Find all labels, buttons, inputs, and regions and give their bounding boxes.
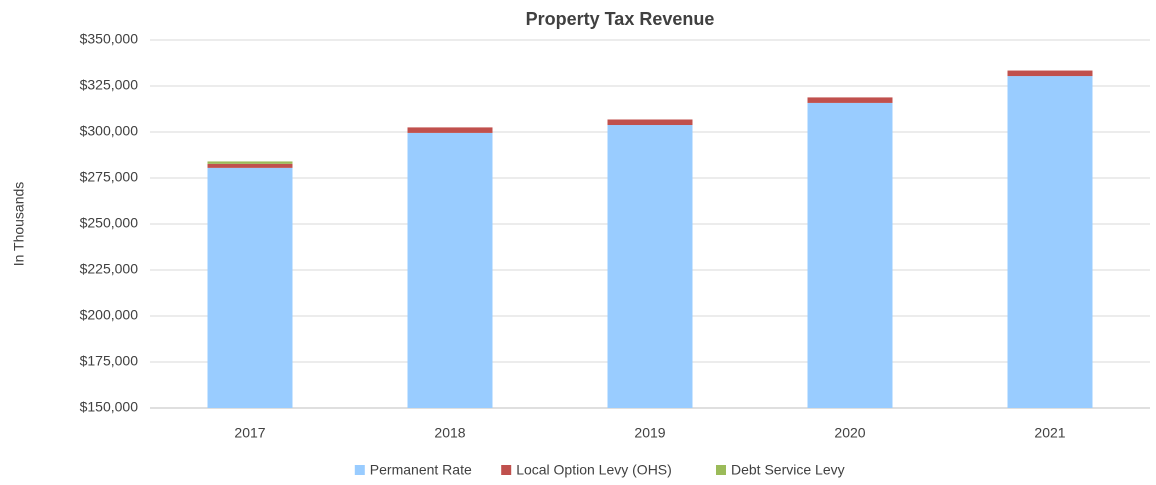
y-tick-label: $225,000 <box>80 261 139 277</box>
legend-label: Permanent Rate <box>370 462 472 478</box>
x-tick-label: 2019 <box>634 425 665 441</box>
bar-segment <box>207 167 293 408</box>
y-tick-label: $300,000 <box>80 123 139 139</box>
bar-segment <box>207 163 293 168</box>
y-tick-label: $350,000 <box>80 31 139 47</box>
bar-segment <box>807 102 893 408</box>
y-tick-label: $175,000 <box>80 353 139 369</box>
x-tick-label: 2020 <box>834 425 865 441</box>
legend-swatch <box>501 465 512 475</box>
bar-segment <box>207 161 293 164</box>
legend-swatch <box>354 465 365 475</box>
bar-segment <box>407 132 493 409</box>
x-tick-label: 2018 <box>434 425 465 441</box>
x-tick-label: 2017 <box>234 425 265 441</box>
bar-segment <box>1007 76 1093 409</box>
y-tick-label: $200,000 <box>80 307 139 323</box>
legend-label: Debt Service Levy <box>731 462 845 478</box>
legend-swatch <box>716 465 726 475</box>
y-axis-label: In Thousands <box>11 182 27 267</box>
y-tick-label: $325,000 <box>80 77 139 93</box>
bar-segment <box>607 125 693 409</box>
y-tick-label: $275,000 <box>80 169 139 185</box>
bar-segment <box>807 97 893 103</box>
chart-title: Property Tax Revenue <box>526 9 715 29</box>
legend-label: Local Option Levy (OHS) <box>516 462 672 478</box>
bar-segment <box>1007 70 1093 77</box>
bar-segment <box>607 119 693 126</box>
x-tick-label: 2021 <box>1034 425 1065 441</box>
bar-segment <box>407 127 493 133</box>
y-tick-label: $250,000 <box>80 215 139 231</box>
y-tick-label: $150,000 <box>80 399 139 415</box>
